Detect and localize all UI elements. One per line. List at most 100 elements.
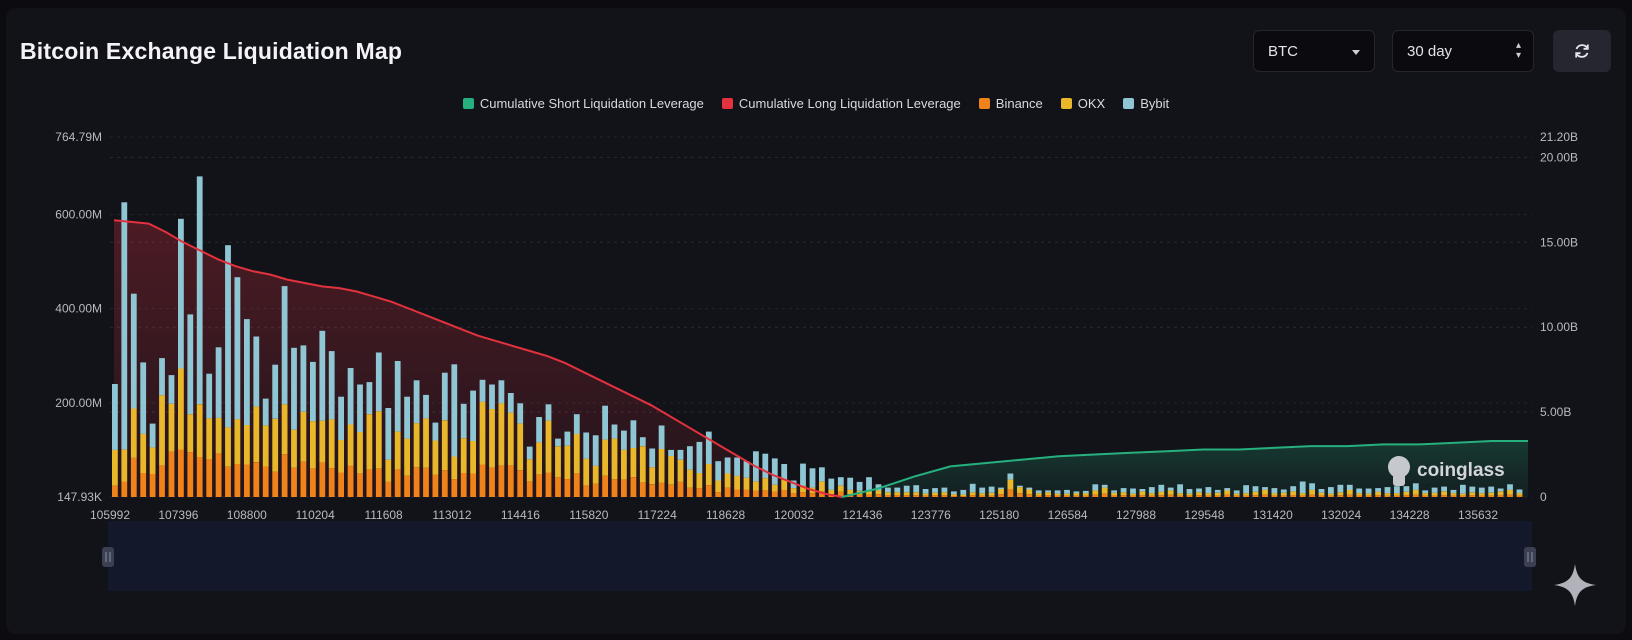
bar-binance	[149, 473, 156, 497]
bar-bybit	[206, 373, 213, 419]
bar-bybit	[253, 336, 260, 407]
legend-item-binance[interactable]: Binance	[978, 96, 1043, 111]
bar-binance	[1488, 495, 1495, 497]
bar-okx	[1431, 492, 1438, 496]
bar-okx	[1460, 493, 1466, 496]
bar-binance	[1224, 494, 1231, 497]
bar-okx	[423, 418, 429, 468]
bar-okx	[705, 464, 712, 486]
bar-okx	[244, 425, 250, 465]
x-tick-label: 126584	[1048, 508, 1088, 522]
bar-binance	[1469, 495, 1476, 497]
bar-binance	[705, 485, 712, 497]
bar-binance	[1139, 495, 1146, 497]
bar-bybit	[932, 488, 938, 493]
bar-binance	[1497, 495, 1504, 497]
x-tick-label: 134228	[1390, 508, 1430, 522]
bar-bybit	[1064, 489, 1070, 494]
bar-okx	[347, 424, 354, 466]
bar-bybit	[394, 361, 401, 432]
x-tick-label: 118628	[706, 508, 745, 522]
bar-binance	[451, 479, 458, 497]
coin-select[interactable]: BTC	[1253, 30, 1375, 72]
bar-bybit	[159, 358, 165, 396]
bar-binance	[517, 470, 524, 497]
bar-bybit	[300, 345, 307, 412]
bar-okx	[951, 494, 957, 497]
bar-okx	[658, 449, 665, 483]
legend-item-bybit[interactable]: Bybit	[1123, 96, 1169, 111]
bar-bybit	[470, 390, 476, 441]
bar-bybit	[1130, 488, 1136, 494]
bar-bybit	[828, 478, 835, 490]
bar-bybit	[1346, 484, 1353, 490]
bar-bybit	[639, 437, 646, 447]
page-title: Bitcoin Exchange Liquidation Map	[20, 38, 403, 64]
legend-item-okx[interactable]: OKX	[1060, 96, 1105, 111]
x-tick-label: 111608	[364, 508, 403, 522]
bar-binance	[319, 462, 326, 497]
bar-binance	[196, 457, 203, 497]
x-tick-label: 127988	[1116, 508, 1156, 522]
bar-binance	[639, 482, 646, 497]
bar-binance	[960, 496, 967, 497]
bar-binance	[1450, 495, 1457, 497]
bar-bybit	[988, 486, 995, 493]
bar-bybit	[1186, 489, 1193, 494]
bar-binance	[498, 465, 505, 497]
bar-binance	[903, 495, 910, 497]
bar-okx	[545, 420, 552, 473]
bar-binance	[262, 466, 269, 497]
bar-bybit	[479, 379, 486, 402]
bar-okx	[1035, 493, 1042, 496]
short-liquidation-area	[842, 441, 1528, 497]
bar-bybit	[281, 286, 288, 405]
bar-bybit	[432, 422, 439, 441]
refresh-button[interactable]	[1553, 30, 1611, 72]
bar-okx	[734, 475, 740, 490]
y-right-tick-label: 10.00B	[1540, 320, 1578, 334]
bar-binance	[1111, 495, 1117, 497]
legend-item-long[interactable]: Cumulative Long Liquidation Leverage	[721, 96, 961, 111]
range-select[interactable]: 30 day ▴ ▾	[1392, 30, 1534, 72]
bar-okx	[639, 446, 646, 483]
bar-bybit	[1290, 486, 1297, 492]
bar-bybit	[819, 467, 825, 482]
bar-binance	[630, 477, 637, 497]
y-right-tick-label: 20.00B	[1540, 150, 1578, 164]
y-left-tick-label: 400.00M	[55, 302, 102, 316]
bar-bybit	[1441, 486, 1447, 492]
bar-okx	[1384, 493, 1391, 496]
bar-okx	[281, 404, 288, 455]
bar-bybit	[1035, 490, 1042, 494]
bar-bybit	[1205, 487, 1212, 494]
bar-bybit	[1478, 487, 1485, 494]
bar-okx	[1280, 492, 1287, 496]
bar-binance	[178, 449, 184, 497]
bar-okx	[1328, 493, 1334, 496]
bar-binance	[687, 487, 693, 497]
bar-bybit	[1431, 487, 1438, 493]
bar-bybit	[536, 417, 542, 443]
bar-binance	[555, 477, 561, 497]
bar-binance	[790, 493, 797, 497]
bar-okx	[555, 446, 561, 478]
coinglass-wordmark: coinglass	[1417, 460, 1505, 481]
bar-okx	[1497, 491, 1504, 496]
bar-bybit	[790, 480, 797, 488]
bar-bybit	[885, 487, 891, 493]
legend-item-short[interactable]: Cumulative Short Liquidation Leverage	[462, 96, 704, 111]
bar-binance	[677, 481, 684, 497]
bar-binance	[432, 474, 439, 497]
bar-okx	[762, 478, 769, 491]
bar-binance	[1309, 494, 1315, 497]
bar-bybit	[1233, 490, 1240, 494]
bar-binance	[1177, 495, 1183, 497]
bar-okx	[385, 459, 392, 482]
x-tick-label: 113012	[432, 508, 471, 522]
bar-bybit	[1422, 490, 1429, 494]
bar-binance	[470, 473, 476, 497]
bar-bybit	[1082, 490, 1089, 494]
bar-okx	[1356, 493, 1363, 496]
bar-bybit	[941, 487, 948, 493]
